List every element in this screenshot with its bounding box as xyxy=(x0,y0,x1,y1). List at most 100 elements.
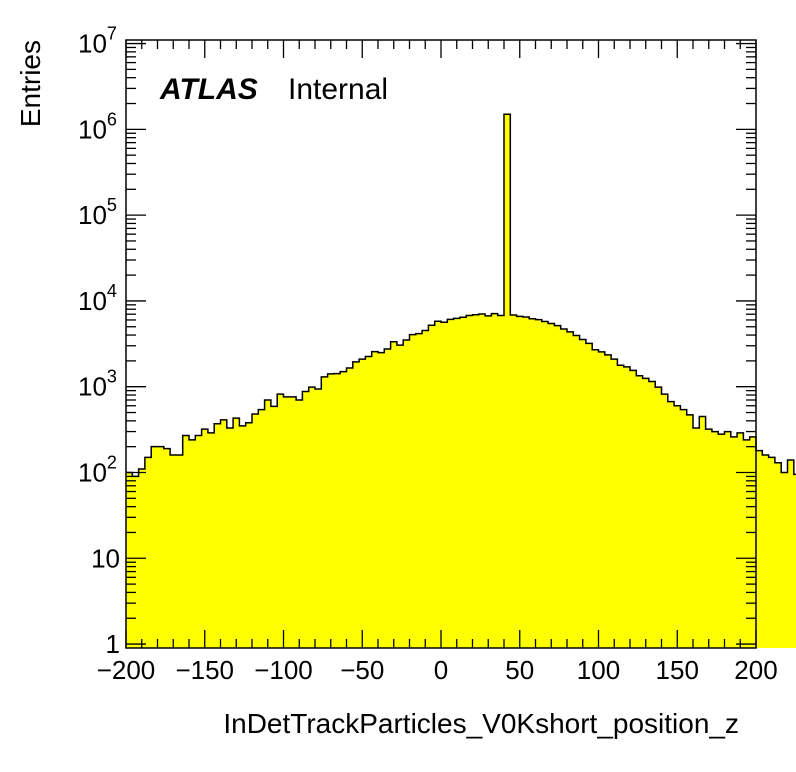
histogram-bar xyxy=(359,359,366,648)
histogram-bar xyxy=(283,396,291,648)
x-tick-label: 0 xyxy=(434,655,448,685)
histogram-bar xyxy=(623,366,631,648)
x-axis-title: InDetTrackParticles_V0Kshort_position_z xyxy=(223,708,739,739)
histogram-bar xyxy=(730,436,738,648)
x-axis-ticks xyxy=(125,40,757,648)
histogram-bar xyxy=(743,439,750,648)
histogram-bar xyxy=(226,428,234,648)
histogram-bar xyxy=(308,387,316,648)
histogram-bar xyxy=(315,389,322,648)
histogram-bar xyxy=(403,340,410,648)
histogram-bar xyxy=(289,396,297,648)
histogram-bar xyxy=(472,314,480,648)
y-tick-label: 104 xyxy=(78,281,117,316)
x-tick-label: 100 xyxy=(577,655,620,685)
x-tick-label: 200 xyxy=(734,655,777,685)
histogram-bar xyxy=(705,429,713,648)
histogram-bar xyxy=(642,378,650,648)
x-tick-label: −100 xyxy=(254,655,313,685)
histogram-bar xyxy=(170,454,177,648)
histogram-bar xyxy=(686,414,694,648)
histogram-bar xyxy=(491,313,498,648)
histogram-bar xyxy=(182,435,190,648)
histogram-bar xyxy=(680,409,687,648)
histogram-bar xyxy=(592,349,599,648)
y-tick-label: 105 xyxy=(78,195,117,230)
histogram-bar xyxy=(655,387,662,648)
histogram-bar xyxy=(302,391,309,648)
histogram-bar xyxy=(630,370,637,648)
histogram-bar xyxy=(756,450,763,648)
histogram-bar xyxy=(774,462,782,648)
histogram-bar xyxy=(762,454,769,648)
histogram-bar xyxy=(693,428,700,648)
histogram-bar xyxy=(441,322,448,648)
atlas-label: ATLAS xyxy=(159,73,258,106)
histogram-bar xyxy=(207,432,215,648)
histogram-bar xyxy=(220,419,228,648)
y-axis-tick-labels: 1 10 102 103 104 105 106 107 xyxy=(78,24,120,660)
histogram-bar xyxy=(516,316,524,648)
histogram-bar xyxy=(252,414,259,648)
histogram-bar xyxy=(711,431,719,648)
x-tick-label: −200 xyxy=(97,655,156,685)
histogram-bar xyxy=(434,321,442,648)
histogram-bar xyxy=(585,343,593,648)
histogram-bar xyxy=(453,318,461,648)
y-tick-label: 10 xyxy=(91,543,120,573)
histogram-bar xyxy=(409,334,417,648)
histogram-bar xyxy=(497,315,505,648)
histogram-bar xyxy=(447,319,454,648)
histogram-bar xyxy=(749,436,757,648)
histogram-bar xyxy=(296,399,303,648)
histogram-bar xyxy=(661,394,669,648)
histogram-bar xyxy=(189,439,196,648)
histogram-bar xyxy=(699,416,706,648)
histogram-bar xyxy=(352,361,360,648)
histogram-bar xyxy=(390,341,398,648)
histogram-bar xyxy=(541,321,549,648)
y-tick-label: 106 xyxy=(78,109,117,144)
y-tick-label: 107 xyxy=(78,24,117,59)
histogram-bar xyxy=(466,315,473,648)
histogram-bar xyxy=(737,432,744,648)
histogram-bars xyxy=(126,114,796,648)
y-axis-ticks xyxy=(126,42,756,645)
y-tick-label: 102 xyxy=(78,452,117,487)
histogram-bar xyxy=(573,335,580,648)
histogram-bar xyxy=(415,333,423,648)
histogram-bar xyxy=(378,352,385,648)
x-tick-label: −50 xyxy=(340,655,384,685)
histogram-bar xyxy=(636,375,643,648)
histogram-bar xyxy=(560,329,568,648)
histogram-bar xyxy=(718,434,725,648)
histogram-bar xyxy=(239,425,246,648)
histogram-bar xyxy=(648,381,656,648)
histogram-bar xyxy=(478,313,486,648)
histogram-bar xyxy=(667,401,675,648)
histogram-bar xyxy=(522,316,530,648)
histogram-bar xyxy=(529,318,536,648)
histogram-bar xyxy=(176,454,183,648)
y-axis-title: Entries xyxy=(15,40,46,127)
x-tick-label: −150 xyxy=(175,655,234,685)
histogram-bar xyxy=(277,394,284,648)
histogram-bar xyxy=(163,448,171,648)
histogram-bar xyxy=(793,474,796,648)
y-tick-label: 1 xyxy=(106,629,120,659)
histogram-bar xyxy=(195,435,202,648)
histogram-bar xyxy=(611,359,618,648)
histogram-bar xyxy=(264,399,272,648)
histogram-bar xyxy=(126,472,133,648)
histogram-bar xyxy=(604,354,612,648)
histogram-bar xyxy=(346,368,354,648)
histogram-bar xyxy=(396,345,404,648)
histogram-bar xyxy=(674,405,681,648)
histogram-bar xyxy=(365,356,372,648)
histogram-bar xyxy=(504,114,511,648)
histogram-bar xyxy=(768,457,776,648)
x-tick-label: 150 xyxy=(656,655,699,685)
histogram-bar xyxy=(554,325,561,648)
histogram-bar xyxy=(787,459,795,648)
